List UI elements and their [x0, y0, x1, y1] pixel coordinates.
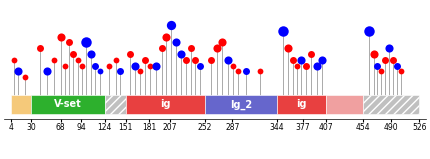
Point: [112, 59, 119, 61]
Point: [117, 70, 124, 73]
Point: [106, 64, 113, 67]
Point: [389, 59, 396, 61]
Bar: [277, 95, 326, 114]
Point: [256, 70, 263, 73]
Point: [162, 35, 169, 38]
Point: [70, 53, 77, 55]
Point: [218, 41, 225, 44]
Bar: [326, 95, 363, 114]
Bar: [363, 95, 419, 114]
Point: [378, 70, 384, 73]
Point: [208, 59, 215, 61]
Point: [187, 47, 194, 50]
Point: [136, 70, 143, 73]
Point: [147, 64, 154, 67]
Point: [374, 64, 381, 67]
Point: [242, 70, 249, 73]
Point: [366, 30, 373, 32]
Text: ig: ig: [296, 100, 307, 110]
Point: [381, 59, 388, 61]
Point: [192, 59, 199, 61]
Point: [168, 24, 175, 26]
Point: [88, 53, 95, 55]
Point: [51, 59, 58, 61]
Point: [197, 64, 203, 67]
Point: [319, 59, 326, 61]
Point: [289, 59, 296, 61]
Point: [141, 59, 148, 61]
Point: [82, 41, 89, 44]
Point: [302, 64, 309, 67]
Point: [397, 70, 404, 73]
Point: [298, 59, 304, 61]
Point: [37, 47, 44, 50]
Bar: [31, 95, 104, 114]
Text: Ig_2: Ig_2: [230, 99, 252, 110]
Point: [385, 47, 392, 50]
Point: [178, 53, 185, 55]
Point: [235, 70, 242, 73]
Point: [78, 64, 85, 67]
Point: [57, 35, 64, 38]
Point: [74, 59, 81, 61]
Point: [15, 70, 22, 73]
Point: [183, 59, 190, 61]
Bar: [104, 95, 126, 114]
Text: V-set: V-set: [54, 100, 82, 110]
Point: [224, 59, 231, 61]
Point: [280, 30, 286, 32]
Point: [21, 76, 28, 79]
Point: [307, 53, 314, 55]
Point: [132, 64, 138, 67]
Text: ig: ig: [160, 100, 171, 110]
Point: [158, 47, 165, 50]
Point: [294, 64, 301, 67]
Point: [371, 53, 378, 55]
Point: [213, 47, 220, 50]
Point: [172, 41, 179, 44]
Bar: [11, 95, 31, 114]
Bar: [205, 95, 277, 114]
Point: [92, 64, 98, 67]
Point: [153, 64, 160, 67]
Point: [66, 41, 73, 44]
Point: [230, 64, 236, 67]
Point: [96, 70, 103, 73]
Point: [284, 47, 291, 50]
Bar: [126, 95, 205, 114]
Point: [313, 64, 320, 67]
Point: [43, 70, 50, 73]
Point: [127, 53, 134, 55]
Point: [62, 64, 69, 67]
Point: [393, 64, 400, 67]
Point: [10, 59, 17, 61]
